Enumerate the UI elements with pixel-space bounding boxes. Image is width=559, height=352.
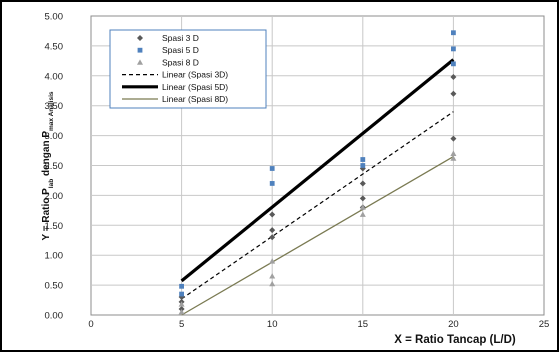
data-point xyxy=(360,157,366,162)
legend-label: Linear (Spasi 5D) xyxy=(162,82,228,92)
data-point xyxy=(359,195,366,202)
data-point xyxy=(269,181,275,186)
x-tick-label: 20 xyxy=(448,319,459,330)
legend-marker xyxy=(137,47,143,53)
legend-label: Spasi 5 D xyxy=(162,45,199,55)
trendline xyxy=(180,58,455,283)
data-point xyxy=(178,301,185,307)
legend: Spasi 3 D Spasi 5 D Spasi 8 D Linear (Spasi… xyxy=(109,29,267,109)
x-axis-title: X = Ratio Tancap (L/D) xyxy=(394,334,516,346)
data-point xyxy=(451,46,456,52)
data-point xyxy=(269,280,276,287)
data-point xyxy=(450,90,457,97)
y-tick-label: 5.00 xyxy=(45,12,64,23)
legend-box xyxy=(109,29,267,109)
y-tick-label: 1.00 xyxy=(45,251,64,262)
data-point xyxy=(269,211,276,218)
legend-marker xyxy=(137,35,143,41)
data-point xyxy=(360,163,366,168)
data-point xyxy=(450,73,457,80)
data-point xyxy=(269,227,276,234)
y-tick-label: 3.50 xyxy=(45,101,64,112)
y-axis-title-subscript: lab xyxy=(48,179,55,188)
legend-label: Spasi 3 D xyxy=(162,33,199,43)
data-point xyxy=(269,258,276,264)
y-tick-label: 4.00 xyxy=(45,71,64,82)
data-point xyxy=(269,166,275,171)
y-axis-title-subscript: max Analisis xyxy=(48,91,55,131)
data-point xyxy=(450,155,457,161)
trendline-layer xyxy=(180,58,455,316)
data-point xyxy=(179,283,184,289)
y-tick-label: 0.50 xyxy=(45,281,64,292)
data-point xyxy=(178,309,185,315)
x-tick-label: 0 xyxy=(88,319,93,330)
y-tick-label: 2.00 xyxy=(45,191,64,202)
data-point xyxy=(450,135,457,142)
legend-marker xyxy=(137,59,143,65)
data-point xyxy=(451,30,456,36)
data-point xyxy=(359,204,366,210)
data-point xyxy=(359,180,366,187)
y-tick-label: 2.50 xyxy=(45,161,64,172)
data-point xyxy=(359,211,366,217)
data-point-layer xyxy=(178,30,457,315)
legend-label: Linear (Spasi 3D) xyxy=(162,70,228,80)
data-point xyxy=(450,150,457,156)
data-point xyxy=(179,291,184,297)
trendline xyxy=(181,111,454,300)
data-point xyxy=(451,61,456,67)
trendline xyxy=(181,155,454,316)
y-axis-title-part: Y = Ratio P xyxy=(41,188,52,241)
y-axis-title: Y = Ratio Plab dengan Pmax Analisis xyxy=(41,91,55,240)
y-tick-label: 4.50 xyxy=(45,41,64,52)
y-tick-label: 1.50 xyxy=(45,221,64,232)
y-tick-label: 0.00 xyxy=(45,311,64,322)
x-tick-label: 10 xyxy=(267,319,278,330)
legend-label: Linear (Spasi 8D) xyxy=(162,94,228,104)
x-tick-label: 25 xyxy=(539,319,550,330)
data-point xyxy=(269,273,276,279)
axis-layer: 0.00 0.50 1.00 1.50 2.00 2.50 3.00 3.50 4.00 4.50… xyxy=(45,12,550,331)
legend-label: Spasi 8 D xyxy=(162,57,199,67)
y-tick-label: 3.00 xyxy=(45,131,64,142)
x-tick-label: 15 xyxy=(358,319,369,330)
x-tick-label: 5 xyxy=(179,319,184,330)
y-axis-title-part: dengan P xyxy=(41,131,52,179)
data-point xyxy=(269,234,276,241)
